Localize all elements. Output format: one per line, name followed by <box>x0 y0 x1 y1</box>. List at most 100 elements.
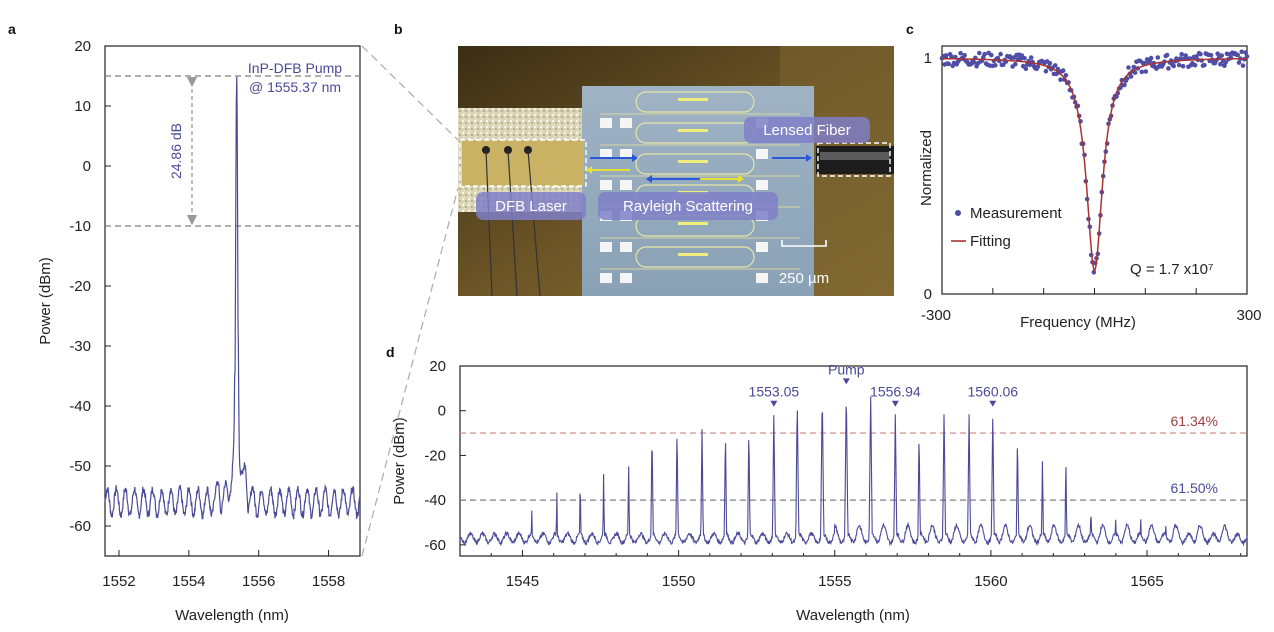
dfb-laser-die <box>462 140 584 186</box>
measurement-point <box>982 51 987 57</box>
measurement-point <box>1131 64 1137 70</box>
panel-d-x-tick-label: 1545 <box>506 573 539 590</box>
panel-d-y-tick-label: -20 <box>424 447 446 464</box>
measurement-point <box>1235 52 1240 58</box>
measurement-point <box>1239 49 1244 55</box>
legend-fitting-label: Fitting <box>970 233 1011 250</box>
panel-c-y-tick-label: 0 <box>924 286 932 303</box>
measurement-point <box>1240 63 1246 68</box>
bond-pad <box>756 180 768 190</box>
rayleigh-label-bg <box>598 192 778 220</box>
measurement-point <box>1148 55 1154 61</box>
panel-d-comb-spectrum-line <box>459 396 1248 547</box>
bond-pad <box>620 118 632 128</box>
panel-a-chart: 1552 1554 1556 155820100-10-20-30-40-50-60 … <box>37 38 361 624</box>
panel-d-efficiency-label: 61.50% <box>1171 480 1218 496</box>
panel-c-x-tick-label: -300 <box>921 307 951 324</box>
panel-d-x-tick-label: 1560 <box>974 573 1007 590</box>
bond-pad <box>600 149 612 159</box>
panel-c-x-axis-label: Frequency (MHz) <box>1020 314 1136 331</box>
measurement-point <box>1178 56 1183 61</box>
panel-a-arrow-label: 24.86 dB <box>168 123 184 179</box>
measurement-point <box>1223 60 1228 65</box>
bond-pad <box>600 242 612 252</box>
bond-pad <box>620 242 632 252</box>
panel-a-y-tick-label: -40 <box>69 398 91 415</box>
panel-d-marker-triangle <box>770 400 778 407</box>
panel-d-x-axis-label: Wavelength (nm) <box>796 607 910 624</box>
measurement-point <box>946 61 951 67</box>
panel-a-x-axis-label: Wavelength (nm) <box>175 607 289 624</box>
heater <box>678 253 708 256</box>
bond-pad <box>756 273 768 283</box>
panel-c-y-axis-label: Normalized <box>918 130 935 206</box>
bond-pad <box>600 180 612 190</box>
panel-a-pump-label-line2: @ 1555.37 nm <box>249 79 341 95</box>
panel-a-y-tick-label: -50 <box>69 458 91 475</box>
arrow-blue-in-head <box>632 154 638 162</box>
panel-a-x-tick-label: 1556 <box>242 573 275 590</box>
panel-c-frame <box>941 45 1248 295</box>
panel-a-y-tick-label: 10 <box>74 98 91 115</box>
heater <box>678 98 708 101</box>
panel-a-y-tick-label: -60 <box>69 518 91 535</box>
panel-d-marker-label: 1560.06 <box>967 384 1018 400</box>
measurement-point <box>1091 270 1097 275</box>
connector-bottom <box>361 187 459 557</box>
panel-a-y-tick-label: 0 <box>83 158 91 175</box>
connector-top <box>361 45 459 141</box>
panel-d-y-tick-label: 20 <box>429 358 446 375</box>
panel-d-y-tick-label: -40 <box>424 492 446 509</box>
measurement-point <box>1192 62 1198 68</box>
bond-wire <box>527 149 541 297</box>
panel-d-marker-triangle <box>891 400 899 407</box>
measurement-point <box>1215 51 1220 56</box>
measurement-point <box>1155 55 1161 60</box>
measurement-point <box>1166 66 1171 71</box>
measurement-point <box>1208 52 1214 58</box>
bond-pad <box>756 242 768 252</box>
measurement-point <box>1198 51 1203 57</box>
panel-label-c: c <box>906 21 914 37</box>
panel-label-b: b <box>394 21 403 37</box>
measurement-point <box>971 60 977 65</box>
measurement-point <box>1128 74 1134 79</box>
panel-c-q-annotation: Q = 1.7 x10⁷ <box>1130 261 1213 278</box>
measurement-point <box>1063 73 1069 78</box>
heater <box>678 129 708 132</box>
measurement-point <box>1179 51 1184 57</box>
measurement-point <box>1180 63 1186 69</box>
bond-wire <box>507 149 518 297</box>
panel-a-x-tick-label: 1554 <box>172 573 205 590</box>
legend-measurement-label: Measurement <box>970 205 1063 222</box>
measurement-point <box>1202 62 1207 68</box>
dfb-laser-label-bg <box>476 192 586 220</box>
lensed-fiber-label: Lensed Fiber <box>763 122 851 139</box>
panel-b-device-photo: DFB Laser Rayleigh Scattering Lensed Fib… <box>458 46 894 297</box>
measurement-point <box>1028 55 1034 60</box>
panel-d-efficiency-label: 61.34% <box>1171 413 1218 429</box>
panel-a-y-axis-label: Power (dBm) <box>37 257 54 345</box>
measurement-point <box>1143 69 1149 74</box>
panel-a-y-tick-label: -30 <box>69 338 91 355</box>
panel-c-chart: -300 300 1 0 Measurement Fitting Q = 1.7 x1… <box>918 45 1262 331</box>
panel-d-marker-triangle <box>842 378 850 385</box>
arrow-blue-out-head <box>806 154 812 162</box>
measurement-point <box>1060 68 1066 73</box>
measurement-point <box>1218 61 1223 67</box>
measurement-point <box>1126 65 1131 70</box>
measurement-point <box>949 54 954 59</box>
panel-a-x-tick-label: 1552 <box>102 573 135 590</box>
panel-d-y-tick-label: -60 <box>424 537 446 554</box>
panel-d-chart: 1545 1550 1555 1560 1565 20 0 -20 -40 -60 61.34% 6… <box>391 358 1248 624</box>
panel-d-x-tick-label: 1550 <box>662 573 695 590</box>
panel-a-x-tick-label: 1558 <box>312 573 345 590</box>
panel-d-marker-triangle <box>989 400 997 407</box>
measurement-point <box>1142 60 1147 66</box>
dfb-laser-highlight-box <box>459 139 587 187</box>
panel-a-y-tick-label: -10 <box>69 218 91 235</box>
measurement-point <box>1035 64 1041 70</box>
legend-measurement-marker <box>955 210 961 216</box>
panel-label-a: a <box>8 21 16 37</box>
